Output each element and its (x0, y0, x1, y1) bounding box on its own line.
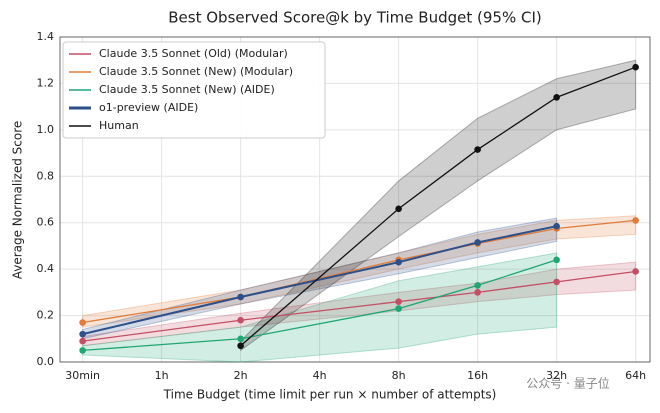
data-point (632, 268, 639, 275)
y-tick-label: 0.0 (37, 355, 55, 368)
ci-band (82, 261, 637, 347)
y-tick-label: 0.6 (37, 216, 55, 229)
chart-title: Best Observed Score@k by Time Budget (95… (168, 9, 541, 27)
legend-label: o1-preview (AIDE) (99, 101, 198, 114)
data-point (553, 222, 560, 230)
data-point (237, 342, 244, 350)
data-point (237, 293, 244, 301)
x-tick-label: 32h (546, 369, 567, 382)
plot-frame (59, 36, 651, 363)
data-point (632, 63, 639, 71)
legend-label: Human (99, 119, 139, 132)
legend-box (62, 41, 326, 139)
x-tick-label: 8h (392, 369, 406, 382)
data-point (474, 289, 481, 296)
x-tick-label: 64h (625, 369, 646, 382)
ci-band (82, 252, 558, 363)
x-tick-label: 1h (155, 369, 169, 382)
data-point (474, 239, 481, 246)
x-tick-label: 2h (234, 369, 248, 382)
legend: Claude 3.5 Sonnet (Old) (Modular) Claude … (62, 41, 326, 139)
data-point (632, 217, 639, 224)
y-axis-label: Average Normalized Score (11, 121, 25, 280)
data-point (553, 256, 560, 264)
data-point (474, 282, 481, 289)
x-axis-label: Time Budget (time limit per run × number… (163, 388, 497, 402)
data-point (395, 205, 402, 213)
legend-label: Claude 3.5 Sonnet (Old) (Modular) (99, 47, 288, 60)
data-point (237, 316, 244, 324)
legend-label: Claude 3.5 Sonnet (New) (AIDE) (99, 83, 275, 96)
data-point (553, 278, 560, 286)
y-tick-label: 0.8 (37, 169, 55, 182)
y-tick-label: 1.4 (37, 30, 55, 43)
data-point (553, 94, 560, 101)
data-point (79, 337, 86, 345)
y-tick-label: 0.2 (37, 309, 55, 322)
x-tick-label: 16h (467, 369, 488, 382)
data-point (79, 330, 86, 338)
y-tick-label: 1.2 (37, 76, 55, 89)
data-point (395, 298, 402, 305)
x-tick-label: 4h (313, 369, 327, 382)
x-tick-label: 30min (65, 369, 100, 382)
data-point (395, 258, 402, 266)
watermark: 公众号 · 量子位 (526, 376, 609, 391)
data-point (395, 305, 402, 312)
data-point (237, 335, 244, 343)
y-tick-label: 0.4 (37, 262, 55, 275)
data-point (79, 347, 86, 354)
y-tick-label: 1.0 (37, 123, 55, 136)
data-point (474, 146, 481, 153)
legend-label: Claude 3.5 Sonnet (New) (Modular) (99, 65, 293, 78)
data-point (79, 319, 86, 326)
